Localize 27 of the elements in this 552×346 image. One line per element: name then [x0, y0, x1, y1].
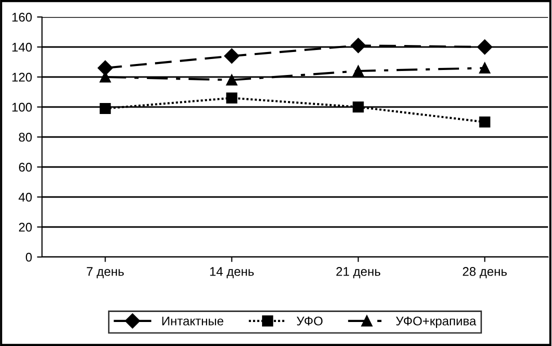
y-tick-label: 0: [26, 252, 32, 262]
x-tick-label: 7 день: [86, 267, 124, 278]
point: [100, 102, 111, 114]
x-tick-label: 14 день: [210, 267, 254, 278]
y-tick-label: 140: [12, 42, 32, 52]
y-tick-label: 100: [12, 102, 32, 112]
legend-label: Интактные: [162, 316, 224, 326]
point: [477, 39, 492, 55]
point: [224, 48, 240, 64]
point: [352, 65, 364, 77]
point: [350, 38, 366, 54]
point: [352, 101, 364, 113]
x-tick-label: 21 день: [336, 267, 380, 278]
y-tick-label: 80: [18, 132, 32, 142]
y-tick-label: 40: [18, 192, 32, 202]
y-tick-label: 160: [12, 12, 32, 22]
y-tick-label: 20: [19, 222, 32, 232]
point: [479, 116, 490, 128]
y-tick-label: 60: [19, 162, 32, 172]
point: [226, 92, 238, 104]
legend-label: УФО: [296, 316, 323, 326]
point: [226, 74, 238, 86]
legend-label: УФО+крапива: [396, 316, 476, 328]
x-tick-label: 28 день: [462, 267, 507, 278]
y-tick-label: 120: [12, 72, 32, 82]
point: [479, 62, 490, 74]
point: [98, 60, 113, 76]
